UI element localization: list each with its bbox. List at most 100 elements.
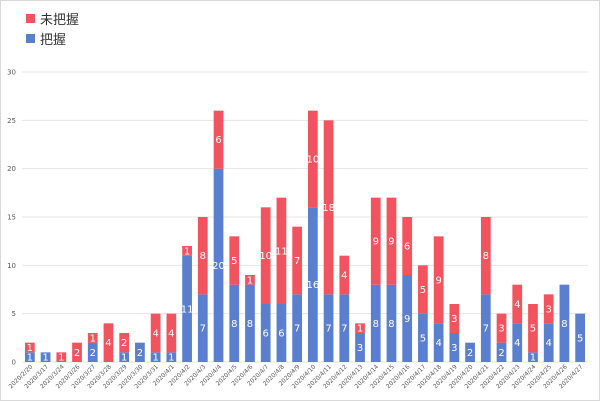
data-label-known: 1 bbox=[27, 353, 33, 364]
data-label-unknown: 3 bbox=[546, 304, 552, 315]
bar-known bbox=[150, 352, 161, 362]
data-label-unknown: 1 bbox=[58, 353, 64, 364]
bar-unknown bbox=[418, 265, 428, 314]
bar-unknown bbox=[119, 333, 130, 353]
data-label-known: 1 bbox=[152, 353, 158, 364]
bar-known bbox=[449, 333, 460, 362]
data-label-known: 4 bbox=[514, 338, 520, 349]
bar-unknown bbox=[260, 207, 271, 304]
bar-known bbox=[135, 342, 145, 362]
data-label-known: 4 bbox=[435, 338, 441, 349]
data-label-known: 4 bbox=[546, 338, 552, 349]
bar-known bbox=[418, 313, 428, 362]
data-label-known: 1 bbox=[121, 353, 127, 364]
bar-unknown bbox=[543, 294, 554, 324]
data-label-unknown: 4 bbox=[152, 329, 158, 340]
bar-known bbox=[182, 255, 192, 362]
data-label-unknown: 5 bbox=[420, 285, 426, 296]
data-label-unknown: 8 bbox=[200, 251, 206, 262]
bar-unknown bbox=[512, 284, 523, 324]
bar-unknown bbox=[433, 236, 444, 324]
data-label-known: 8 bbox=[373, 319, 379, 330]
bar-unknown bbox=[213, 110, 224, 169]
data-label-unknown: 4 bbox=[168, 329, 174, 340]
bar-known bbox=[339, 294, 350, 362]
data-label-unknown: 1 bbox=[90, 333, 96, 344]
data-label-unknown: 3 bbox=[451, 314, 457, 325]
bar-known bbox=[197, 294, 208, 362]
data-label-unknown: 10 bbox=[306, 155, 319, 166]
bar-unknown bbox=[229, 236, 240, 285]
data-label-known: 16 bbox=[306, 280, 319, 291]
data-label-known: 1 bbox=[530, 353, 536, 364]
data-label-unknown: 1 bbox=[184, 246, 190, 257]
data-label-unknown: 9 bbox=[388, 237, 394, 248]
data-label-unknown: 2 bbox=[74, 348, 80, 359]
data-label-known: 8 bbox=[231, 319, 237, 330]
data-label-unknown: 5 bbox=[530, 324, 536, 335]
bar-known bbox=[465, 342, 475, 362]
data-label-known: 3 bbox=[357, 343, 363, 354]
bar-known bbox=[166, 352, 177, 362]
data-label-unknown: 4 bbox=[514, 300, 520, 311]
bar-unknown bbox=[307, 110, 318, 208]
bar-known bbox=[323, 294, 334, 362]
data-label-unknown: 18 bbox=[322, 203, 335, 214]
data-label-known: 1 bbox=[168, 353, 174, 364]
bar-known bbox=[213, 168, 224, 362]
data-label-known: 9 bbox=[404, 314, 410, 325]
bar-unknown bbox=[292, 226, 303, 295]
bar-unknown bbox=[24, 342, 35, 353]
bar-unknown bbox=[182, 246, 192, 256]
legend-swatch-unknown bbox=[26, 13, 35, 23]
bar-known bbox=[528, 352, 538, 362]
data-label-known: 7 bbox=[200, 324, 206, 335]
bar-unknown bbox=[166, 313, 177, 353]
legend-item-known: 把握 bbox=[26, 28, 79, 48]
bar-known bbox=[276, 304, 287, 362]
data-label-known: 11 bbox=[181, 304, 194, 315]
bar-known bbox=[307, 207, 318, 362]
y-tick-label: 25 bbox=[7, 117, 16, 125]
data-label-known: 7 bbox=[341, 324, 347, 335]
bar-unknown bbox=[245, 275, 255, 285]
bar-known bbox=[24, 352, 35, 362]
data-label-unknown: 8 bbox=[483, 251, 489, 262]
bar-unknown bbox=[449, 304, 460, 333]
y-tick-label: 10 bbox=[7, 262, 16, 270]
y-tick-label: 5 bbox=[12, 310, 16, 318]
y-tick-label: 30 bbox=[7, 69, 16, 77]
data-label-known: 2 bbox=[498, 348, 504, 359]
data-label-known: 2 bbox=[467, 348, 473, 359]
data-label-unknown: 9 bbox=[435, 275, 441, 286]
data-label-unknown: 4 bbox=[341, 271, 347, 282]
bar-known bbox=[245, 284, 255, 362]
bar-unknown bbox=[87, 333, 98, 343]
bar-known bbox=[355, 333, 365, 362]
data-label-known: 3 bbox=[451, 343, 457, 354]
y-tick-label: 20 bbox=[7, 165, 16, 173]
bar-known bbox=[512, 323, 523, 362]
bar-unknown bbox=[56, 352, 67, 362]
bar-unknown bbox=[355, 323, 365, 333]
legend-swatch-known bbox=[26, 33, 35, 43]
bar-unknown bbox=[276, 197, 287, 304]
data-label-unknown: 5 bbox=[231, 256, 237, 267]
bar-known bbox=[87, 342, 98, 362]
data-label-unknown: 6 bbox=[215, 135, 221, 146]
data-label-known: 7 bbox=[294, 324, 300, 335]
bar-known bbox=[575, 313, 586, 362]
data-label-unknown: 9 bbox=[373, 237, 379, 248]
y-tick-label: 0 bbox=[12, 359, 16, 367]
bar-unknown bbox=[150, 313, 161, 353]
bar-unknown bbox=[496, 313, 507, 343]
bar-unknown bbox=[72, 342, 82, 362]
data-label-unknown: 7 bbox=[294, 256, 300, 267]
data-label-known: 6 bbox=[278, 329, 284, 340]
data-label-known: 1 bbox=[42, 353, 48, 364]
bar-known bbox=[559, 284, 570, 362]
y-tick-label: 15 bbox=[7, 214, 16, 222]
bar-unknown bbox=[103, 323, 114, 362]
legend: 未把握 把握 bbox=[26, 8, 79, 48]
bar-known bbox=[229, 284, 240, 362]
